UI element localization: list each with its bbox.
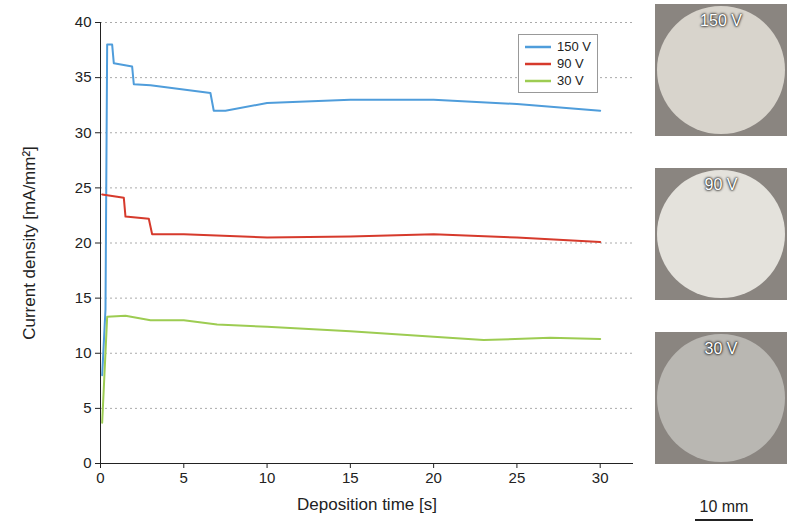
- html-text:10 mm: 10 mm: [699, 498, 749, 515]
- svg-text:30: 30: [592, 469, 609, 486]
- html-text:150 V: 150 V: [700, 12, 742, 29]
- html-text:90 V: 90 V: [557, 56, 584, 71]
- svg-text:30: 30: [75, 124, 92, 141]
- svg-text:15: 15: [75, 289, 92, 306]
- html-text:90 V: 90 V: [704, 176, 738, 193]
- svg-text:25: 25: [509, 469, 526, 486]
- svg-text:40: 40: [75, 13, 92, 30]
- html-text:30 V: 30 V: [704, 340, 738, 357]
- svg-text:15: 15: [342, 469, 359, 486]
- svg-text:5: 5: [83, 399, 91, 416]
- svg-text:0: 0: [83, 454, 91, 471]
- svg-text:5: 5: [180, 469, 188, 486]
- svg-text:25: 25: [75, 179, 92, 196]
- svg-text:10: 10: [75, 344, 92, 361]
- html-text:150 V: 150 V: [557, 39, 591, 54]
- svg-text:20: 20: [425, 469, 442, 486]
- svg-text:10: 10: [259, 469, 276, 486]
- svg-text:20: 20: [75, 234, 92, 251]
- svg-text:Deposition time [s]: Deposition time [s]: [297, 495, 437, 514]
- svg-text:0: 0: [96, 469, 104, 486]
- html-text:30 V: 30 V: [557, 73, 584, 88]
- svg-text:35: 35: [75, 68, 92, 85]
- svg-text:Current density [mA/mm²]: Current density [mA/mm²]: [20, 146, 39, 340]
